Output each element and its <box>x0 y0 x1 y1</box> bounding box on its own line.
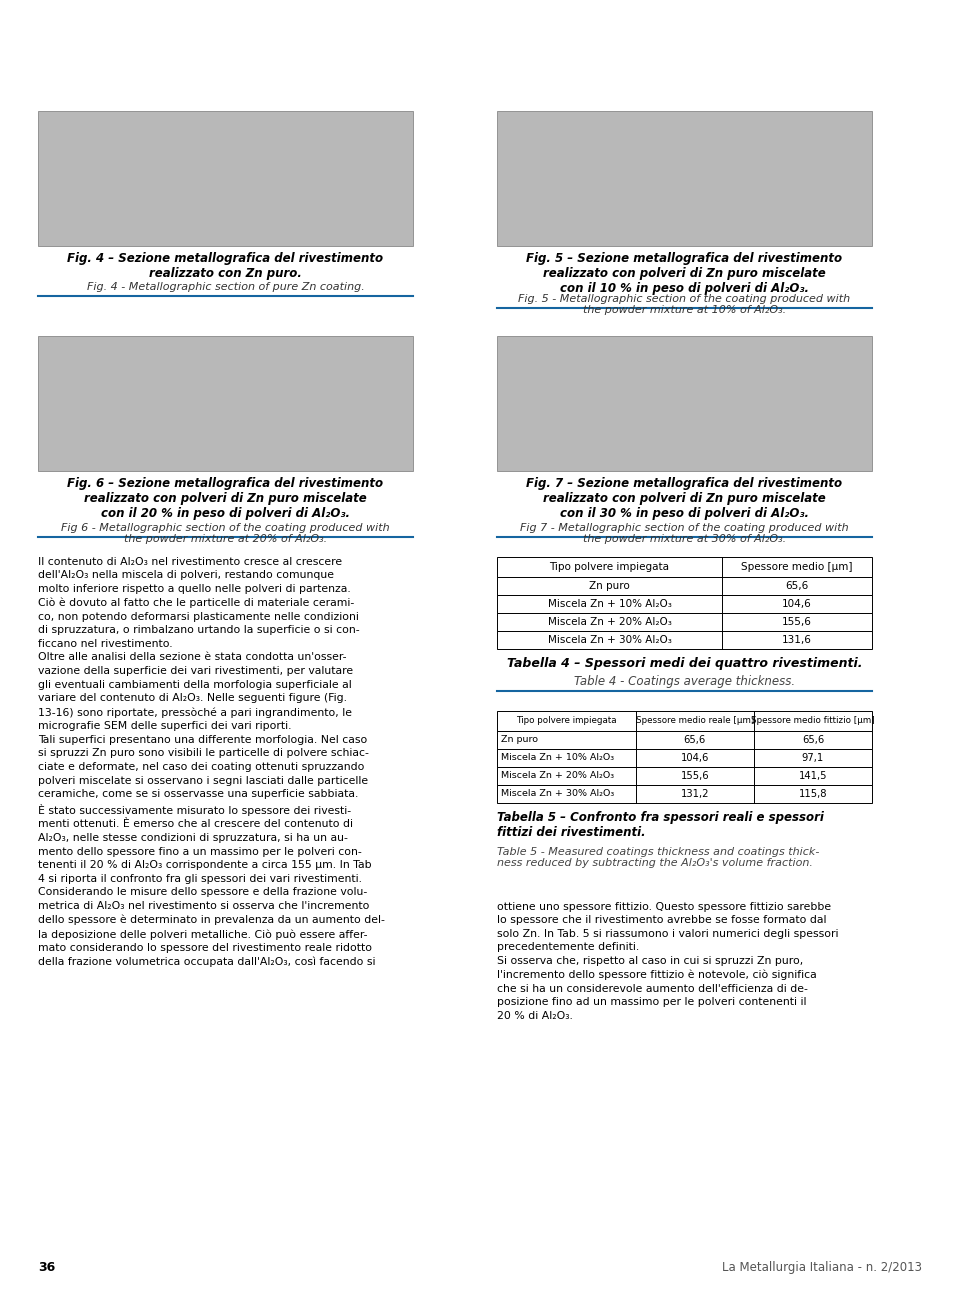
Text: La Metallurgia Italiana - n. 2/2013: La Metallurgia Italiana - n. 2/2013 <box>722 1261 922 1274</box>
Text: 155,6: 155,6 <box>681 770 709 780</box>
Text: 104,6: 104,6 <box>681 752 709 762</box>
Text: Il contenuto di Al₂O₃ nel rivestimento cresce al crescere
dell'Al₂O₃ nella misce: Il contenuto di Al₂O₃ nel rivestimento c… <box>38 557 385 968</box>
Text: Miscela Zn + 30% Al₂O₃: Miscela Zn + 30% Al₂O₃ <box>501 789 614 798</box>
Text: 131,2: 131,2 <box>681 788 709 798</box>
Text: Miscela Zn + 20% Al₂O₃: Miscela Zn + 20% Al₂O₃ <box>547 616 671 627</box>
Text: Fig. 4 - Metallographic section of pure Zn coating.: Fig. 4 - Metallographic section of pure … <box>86 282 365 292</box>
Bar <box>497 748 872 766</box>
Text: Tabella 4 – Spessori medi dei quattro rivestimenti.: Tabella 4 – Spessori medi dei quattro ri… <box>507 656 862 669</box>
Text: Tabella 5 – Confronto fra spessori reali e spessori
fittizi dei rivestimenti.: Tabella 5 – Confronto fra spessori reali… <box>497 810 824 839</box>
Bar <box>497 711 872 730</box>
Text: Fig. 5 – Sezione metallografica del rivestimento
realizzato con polveri di Zn pu: Fig. 5 – Sezione metallografica del rive… <box>526 252 843 295</box>
Text: Miscela Zn + 30% Al₂O₃: Miscela Zn + 30% Al₂O₃ <box>547 634 671 645</box>
Bar <box>497 630 872 649</box>
Text: Fig. 7 – Sezione metallografica del rivestimento
realizzato con polveri di Zn pu: Fig. 7 – Sezione metallografica del rive… <box>526 477 843 519</box>
Text: Spessore medio fittizio [μm]: Spessore medio fittizio [μm] <box>751 716 875 725</box>
Text: Table 4 - Coatings average thickness.: Table 4 - Coatings average thickness. <box>574 674 795 687</box>
Text: 36: 36 <box>38 1261 56 1274</box>
Text: Memorie: Memorie <box>29 30 162 58</box>
Text: 104,6: 104,6 <box>782 598 812 609</box>
Text: Zn puro: Zn puro <box>501 735 538 744</box>
Text: Spessore medio [μm]: Spessore medio [μm] <box>741 562 852 571</box>
Text: ottiene uno spessore fittizio. Questo spessore fittizio sarebbe
lo spessore che : ottiene uno spessore fittizio. Questo sp… <box>497 902 838 1021</box>
Text: Fig 6 - Metallographic section of the coating produced with
the powder mixture a: Fig 6 - Metallographic section of the co… <box>61 522 390 544</box>
Bar <box>497 766 872 784</box>
Text: Fig. 4 – Sezione metallografica del rivestimento
realizzato con Zn puro.: Fig. 4 – Sezione metallografica del rive… <box>67 252 384 279</box>
Text: 65,6: 65,6 <box>802 735 824 744</box>
Bar <box>497 576 872 594</box>
Bar <box>497 612 872 630</box>
Text: 155,6: 155,6 <box>782 616 812 627</box>
Text: Fig. 5 - Metallographic section of the coating produced with
the powder mixture : Fig. 5 - Metallographic section of the c… <box>518 293 851 315</box>
Text: 97,1: 97,1 <box>802 752 824 762</box>
Text: 141,5: 141,5 <box>799 770 828 780</box>
Bar <box>497 557 872 576</box>
Text: 65,6: 65,6 <box>785 580 808 590</box>
Text: Miscela Zn + 10% Al₂O₃: Miscela Zn + 10% Al₂O₃ <box>501 753 614 762</box>
Text: Table 5 - Measured coatings thickness and coatings thick-
ness reduced by subtra: Table 5 - Measured coatings thickness an… <box>497 846 820 868</box>
Text: 115,8: 115,8 <box>799 788 828 798</box>
Text: Spessore medio reale [μm]: Spessore medio reale [μm] <box>636 716 754 725</box>
Bar <box>497 730 872 748</box>
Text: Miscela Zn + 10% Al₂O₃: Miscela Zn + 10% Al₂O₃ <box>547 598 671 609</box>
Text: Fig. 6 – Sezione metallografica del rivestimento
realizzato con polveri di Zn pu: Fig. 6 – Sezione metallografica del rive… <box>67 477 384 519</box>
Bar <box>497 784 872 802</box>
Text: 131,6: 131,6 <box>782 634 812 645</box>
Bar <box>497 336 872 470</box>
Bar <box>38 336 413 470</box>
Bar <box>497 111 872 245</box>
Text: Zn puro: Zn puro <box>589 580 630 590</box>
Text: Tipo polvere impiegata: Tipo polvere impiegata <box>549 562 669 571</box>
Text: Fig 7 - Metallographic section of the coating produced with
the powder mixture a: Fig 7 - Metallographic section of the co… <box>520 522 849 544</box>
Text: 65,6: 65,6 <box>684 735 706 744</box>
Bar <box>497 594 872 612</box>
Text: Tipo polvere impiegata: Tipo polvere impiegata <box>516 716 616 725</box>
Text: Miscela Zn + 20% Al₂O₃: Miscela Zn + 20% Al₂O₃ <box>501 771 614 780</box>
Bar <box>38 111 413 245</box>
